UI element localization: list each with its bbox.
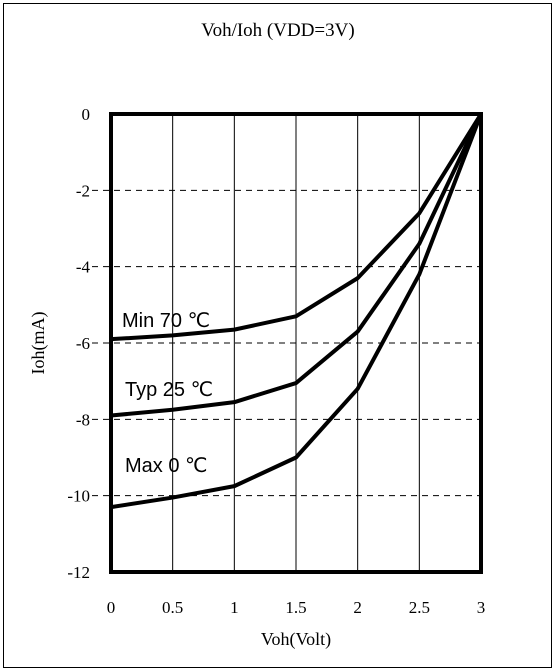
x-tick-label: 1 (230, 598, 239, 617)
x-axis-label: Voh(Volt) (261, 629, 331, 650)
y-tick-label: 0 (82, 105, 91, 124)
plot-area-border (109, 112, 483, 574)
series-line-min-70c (110, 112, 483, 342)
chart-title: Voh/Ioh (VDD=3V) (201, 20, 354, 41)
y-tick-label: -8 (76, 410, 90, 429)
series-line-max-0c (110, 113, 483, 510)
series-layer (110, 112, 483, 510)
series-line-typ-25c (110, 113, 483, 418)
x-tick-label: 0.5 (162, 598, 183, 617)
series-labels: Min 70 ℃ Typ 25 ℃ Max 0 ℃ (122, 310, 213, 477)
y-tick-label: -10 (67, 487, 90, 506)
y-tick-label: -6 (76, 334, 90, 353)
x-tick-label: 3 (477, 598, 486, 617)
tick-labels: 0 0.5 1 1.5 2 2.5 3 0 -2 -4 -6 -8 -10 -12 (67, 105, 485, 617)
x-tick-label: 0 (107, 598, 116, 617)
series-label-min-70c: Min 70 ℃ (122, 310, 210, 332)
y-axis-label: Ioh(mA) (28, 312, 49, 375)
series-label-typ-25c: Typ 25 ℃ (125, 379, 213, 401)
x-tick-label: 1.5 (285, 598, 306, 617)
series-label-max-0c: Max 0 ℃ (125, 455, 207, 477)
grid-layer (92, 114, 481, 572)
x-tick-label: 2 (353, 598, 362, 617)
y-tick-label: -4 (76, 258, 91, 277)
y-tick-label: -12 (67, 563, 90, 582)
x-tick-label: 2.5 (409, 598, 430, 617)
y-tick-label: -2 (76, 181, 90, 200)
